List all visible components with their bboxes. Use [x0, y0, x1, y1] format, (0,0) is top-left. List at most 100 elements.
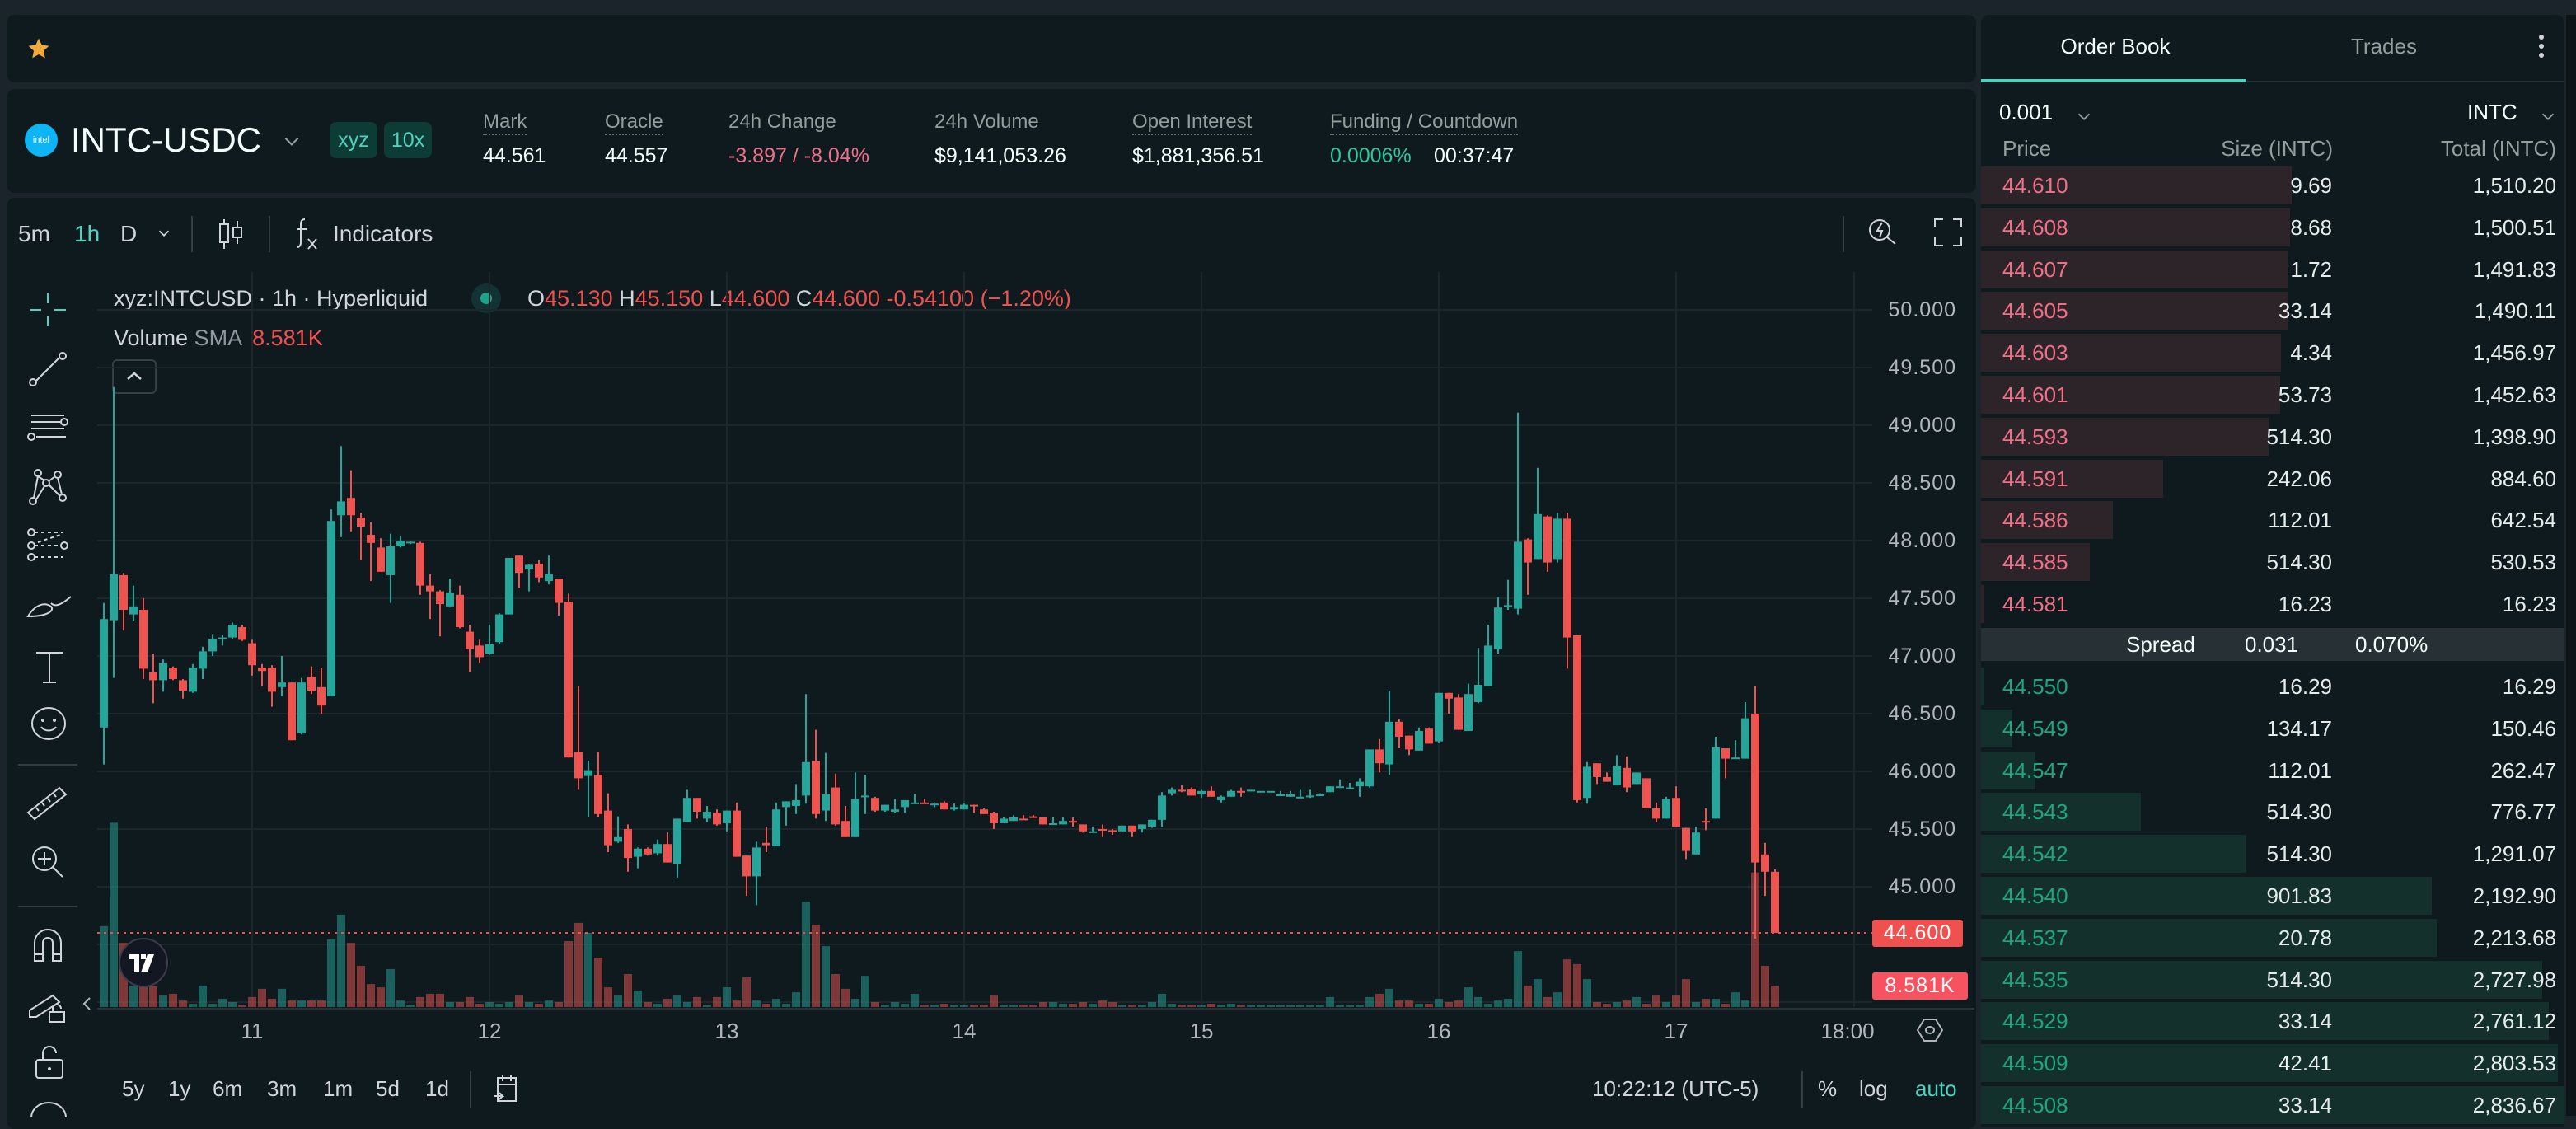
range-3m[interactable]: 3m: [267, 1076, 297, 1101]
bid-row[interactable]: 44.529 33.14 2,761.12: [1981, 1002, 2564, 1041]
candle: [525, 564, 533, 592]
pattern-tool-icon[interactable]: [26, 468, 69, 508]
interval-chevron-down-icon[interactable]: [155, 224, 173, 242]
collapse-legend-button[interactable]: [112, 359, 157, 394]
fib-retracement-icon[interactable]: [26, 410, 69, 447]
bid-row[interactable]: 44.550 16.29 16.29: [1981, 668, 2564, 705]
zoom-in-icon[interactable]: [30, 844, 68, 880]
range-1m[interactable]: 1m: [323, 1076, 354, 1101]
crosshair-icon[interactable]: [28, 292, 68, 328]
bid-row[interactable]: 44.509 42.41 2,803.53: [1981, 1044, 2564, 1083]
volume-bar: [1346, 1005, 1354, 1007]
hide-toolbar-chevron-icon[interactable]: [81, 995, 92, 1012]
open-interest-label[interactable]: Open Interest: [1132, 110, 1253, 135]
range-1y[interactable]: 1y: [168, 1076, 191, 1101]
chart-settings-icon[interactable]: [1917, 1017, 1943, 1043]
bid-row[interactable]: 44.508 33.14 2,836.67: [1981, 1086, 2564, 1124]
ask-size: 33.14: [2278, 298, 2332, 324]
volume-bar: [683, 1001, 691, 1007]
ask-row[interactable]: 44.593 514.30 1,398.90: [1981, 417, 2564, 456]
ruler-icon[interactable]: [26, 785, 68, 821]
clock-timezone[interactable]: 10:22:12 (UTC-5): [1592, 1076, 1759, 1101]
go-to-date-icon[interactable]: [493, 1073, 519, 1104]
tab-trades[interactable]: Trades: [2351, 34, 2417, 59]
range-5d[interactable]: 5d: [376, 1076, 400, 1101]
tradingview-logo[interactable]: [119, 938, 168, 987]
volume-bar: [1158, 993, 1166, 1007]
interval-5m[interactable]: 5m: [18, 221, 50, 246]
ask-row[interactable]: 44.605 33.14 1,490.11: [1981, 292, 2564, 330]
volume-bar: [268, 999, 276, 1007]
ask-row[interactable]: 44.608 8.68 1,500.51: [1981, 208, 2564, 246]
ask-row[interactable]: 44.603 4.34 1,456.97: [1981, 334, 2564, 372]
ask-price: 44.593: [2002, 424, 2068, 449]
emoji-icon[interactable]: [30, 705, 68, 742]
ask-row[interactable]: 44.591 242.06 884.60: [1981, 459, 2564, 498]
candle: [1702, 808, 1710, 831]
candle: [594, 752, 602, 817]
fullscreen-icon[interactable]: [1933, 218, 1963, 247]
candle-body: [1652, 808, 1660, 819]
eye-icon[interactable]: [30, 1101, 68, 1117]
volume-bar: [1632, 996, 1641, 1007]
unlock-icon[interactable]: [33, 1043, 66, 1080]
candlestick-type-icon[interactable]: [216, 218, 246, 251]
bid-row[interactable]: 44.549 134.17 150.46: [1981, 709, 2564, 747]
bid-row[interactable]: 44.543 514.30 776.77: [1981, 793, 2564, 832]
ask-row[interactable]: 44.581 16.23 16.23: [1981, 585, 2564, 623]
mark-label[interactable]: Mark: [483, 110, 527, 135]
indicators-fx-icon[interactable]: [293, 218, 320, 251]
interval-1h[interactable]: 1h: [74, 221, 101, 246]
candle: [1089, 827, 1097, 833]
ask-row[interactable]: 44.601 53.73 1,452.63: [1981, 376, 2564, 414]
ask-row[interactable]: 44.586 112.01 642.54: [1981, 501, 2564, 540]
quick-search-icon[interactable]: [1866, 216, 1899, 249]
ask-row[interactable]: 44.610 9.69 1,510.20: [1981, 166, 2564, 204]
candle-body: [228, 625, 237, 638]
funding-label[interactable]: Funding / Countdown: [1330, 110, 1519, 135]
candle-body: [1247, 789, 1255, 792]
trend-line-icon[interactable]: [28, 351, 68, 387]
orderbook-scrollbar[interactable]: [2566, 15, 2576, 1116]
text-tool-icon[interactable]: [33, 648, 66, 684]
volume-bar: [644, 1001, 652, 1007]
candle-body: [1731, 757, 1740, 760]
bid-row[interactable]: 44.535 514.30 2,727.98: [1981, 960, 2564, 999]
ask-row[interactable]: 44.585 514.30 530.53: [1981, 543, 2564, 582]
bid-row[interactable]: 44.537 20.78 2,213.68: [1981, 918, 2564, 957]
candle: [1573, 635, 1581, 803]
projection-tool-icon[interactable]: [26, 527, 69, 564]
last-volume-tag: 8.581K: [1872, 972, 1968, 1000]
range-6m[interactable]: 6m: [213, 1076, 243, 1101]
range-1d[interactable]: 1d: [425, 1076, 449, 1101]
volume-bar: [673, 995, 681, 1007]
volume-bar: [1692, 1001, 1700, 1007]
magnet-icon[interactable]: [31, 926, 64, 963]
tab-order-book[interactable]: Order Book: [2060, 34, 2171, 59]
log-scale-toggle[interactable]: log: [1859, 1076, 1888, 1101]
brush-icon[interactable]: [26, 587, 73, 620]
star-icon[interactable]: [26, 36, 51, 61]
bid-row[interactable]: 44.540 901.83 2,192.90: [1981, 877, 2564, 915]
candle: [901, 800, 909, 813]
more-options-icon[interactable]: [2536, 33, 2546, 59]
price-axis-label: 45.500: [1888, 817, 1956, 841]
percent-scale-toggle[interactable]: %: [1818, 1076, 1838, 1101]
candle: [1286, 790, 1295, 797]
range-5y[interactable]: 5y: [122, 1076, 145, 1101]
auto-scale-toggle[interactable]: auto: [1915, 1076, 1957, 1101]
indicators-button[interactable]: Indicators: [333, 221, 433, 246]
market-selector[interactable]: INTC-USDC: [71, 119, 299, 162]
unit-select[interactable]: INTC: [2467, 97, 2557, 127]
lock-drawings-icon[interactable]: [28, 986, 68, 1024]
candle-body: [564, 602, 573, 758]
bid-row[interactable]: 44.542 514.30 1,291.07: [1981, 835, 2564, 874]
interval-d[interactable]: D: [120, 221, 138, 246]
candle: [644, 847, 652, 856]
candle: [1553, 513, 1562, 563]
bid-row[interactable]: 44.547 112.01 262.47: [1981, 751, 2564, 789]
ask-row[interactable]: 44.607 1.72 1,491.83: [1981, 250, 2564, 288]
oracle-label[interactable]: Oracle: [605, 110, 663, 135]
tick-size-select[interactable]: 0.001: [1999, 97, 2093, 127]
